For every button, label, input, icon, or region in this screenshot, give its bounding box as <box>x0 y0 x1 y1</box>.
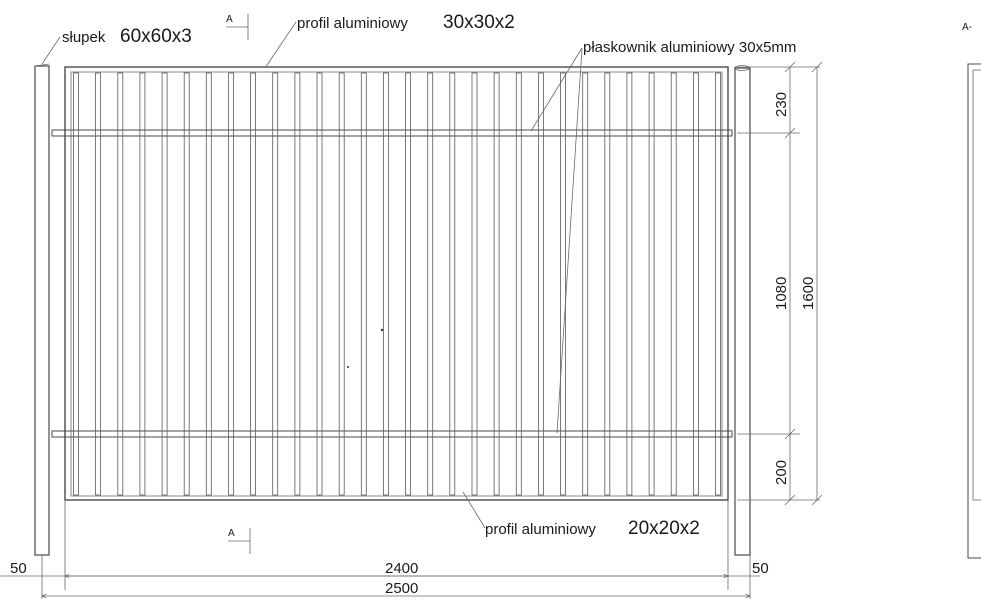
picket <box>161 72 168 496</box>
dim-2500: 2500 <box>385 580 418 597</box>
picket <box>117 72 124 496</box>
flat-bar-label: płaskownik aluminiowy 30x5mm <box>530 39 796 434</box>
picket <box>693 72 699 496</box>
section-mark-bottom: A <box>228 528 251 554</box>
picket <box>515 72 522 496</box>
picket <box>73 72 79 496</box>
picket <box>205 72 212 496</box>
section-mark-top: A <box>226 14 249 40</box>
post-label: słupek 60x60x3 <box>41 26 192 65</box>
right-post <box>734 65 751 556</box>
picket <box>493 72 500 496</box>
picket <box>538 72 544 496</box>
picket <box>95 72 101 496</box>
dim-230: 230 <box>773 92 790 117</box>
svg-text:słupek: słupek <box>62 29 106 46</box>
dim-1080: 1080 <box>773 277 790 310</box>
picket <box>449 72 456 496</box>
svg-text:płaskownik aluminiowy 30x5mm: płaskownik aluminiowy 30x5mm <box>583 39 796 56</box>
bottom-profile-label: profil aluminiowy 20x20x2 <box>462 491 700 539</box>
dim-200: 200 <box>773 460 790 485</box>
picket <box>626 72 633 496</box>
svg-text:profil aluminiowy: profil aluminiowy <box>485 521 596 538</box>
picket <box>228 72 234 496</box>
picket <box>715 72 721 496</box>
dim-1600: 1600 <box>800 277 817 310</box>
section-view: A- <box>962 22 981 559</box>
dim-50-right: 50 <box>752 560 769 577</box>
svg-text:profil aluminiowy: profil aluminiowy <box>297 15 408 32</box>
left-post <box>34 63 50 556</box>
picket <box>360 72 367 496</box>
dim-2400: 2400 <box>385 560 418 577</box>
picket <box>250 72 257 496</box>
svg-text:60x60x3: 60x60x3 <box>120 26 192 47</box>
picket <box>294 72 301 496</box>
top-rail <box>51 129 733 137</box>
panel-frame <box>64 66 729 501</box>
picket <box>382 72 389 496</box>
svg-text:A-: A- <box>962 22 972 33</box>
picket <box>316 72 323 496</box>
picket <box>405 72 412 496</box>
picket <box>139 72 146 496</box>
picket <box>560 72 566 496</box>
horizontal-dimensions: 50 2400 50 2500 <box>0 500 769 599</box>
picket <box>582 72 589 496</box>
picket <box>272 72 279 496</box>
svg-text:30x30x2: 30x30x2 <box>443 12 515 33</box>
bottom-rail <box>51 430 733 438</box>
svg-text:A: A <box>226 14 233 25</box>
picket <box>471 72 478 496</box>
pickets <box>73 72 721 496</box>
dim-50-left: 50 <box>10 560 27 577</box>
vertical-dimensions: 230 1080 200 1600 <box>737 61 823 506</box>
svg-text:A: A <box>228 528 235 539</box>
picket <box>183 72 190 496</box>
picket <box>338 72 345 496</box>
picket <box>427 72 434 496</box>
top-profile-label: profil aluminiowy 30x30x2 <box>264 12 515 69</box>
picket <box>648 72 655 496</box>
picket <box>604 72 611 496</box>
svg-text:20x20x2: 20x20x2 <box>628 518 700 539</box>
picket <box>670 72 677 496</box>
